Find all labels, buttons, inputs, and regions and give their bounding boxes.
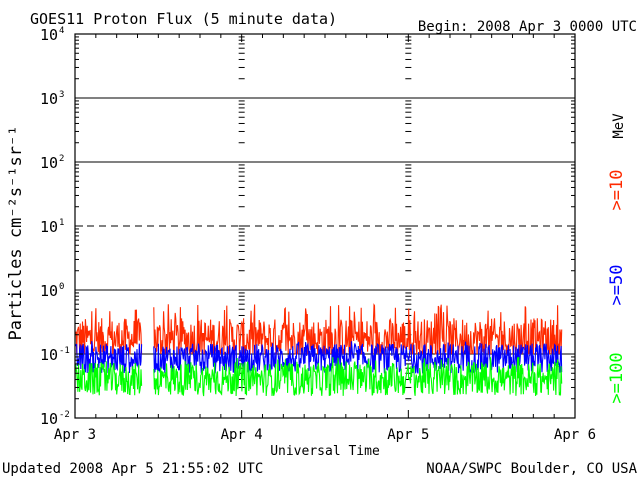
series-trace->=100 bbox=[74, 361, 143, 396]
x-tick-label: Apr 5 bbox=[387, 427, 429, 443]
y-axis-label: Particles cm⁻²s⁻¹sr⁻¹ bbox=[6, 126, 26, 341]
data-source-label: NOAA/SWPC Boulder, CO USA bbox=[426, 461, 637, 477]
x-tick-label: Apr 4 bbox=[221, 427, 263, 443]
y-tick-label: 10 bbox=[40, 154, 58, 172]
y-tick-exponent: 4 bbox=[59, 26, 64, 36]
y-tick-exponent: -1 bbox=[59, 346, 70, 356]
series-trace->=10 bbox=[74, 308, 143, 355]
updated-timestamp: Updated 2008 Apr 5 21:55:02 UTC bbox=[2, 461, 263, 477]
chart-title: GOES11 Proton Flux (5 minute data) bbox=[30, 10, 337, 28]
unit-label: MeV bbox=[611, 113, 627, 139]
y-tick-exponent: -2 bbox=[59, 410, 70, 420]
y-tick-exponent: 3 bbox=[59, 90, 64, 100]
x-tick-label: Apr 3 bbox=[54, 427, 96, 443]
legend-series-100mev: >=100 bbox=[607, 352, 627, 403]
x-tick-label: Apr 6 bbox=[554, 427, 596, 443]
legend-series-10mev: >=10 bbox=[607, 170, 627, 211]
x-axis-label: Universal Time bbox=[270, 444, 380, 459]
y-tick-exponent: 0 bbox=[59, 282, 64, 292]
y-tick-label: 10 bbox=[40, 282, 58, 300]
y-tick-exponent: 2 bbox=[59, 154, 64, 164]
y-tick-exponent: 1 bbox=[59, 218, 64, 228]
y-tick-label: 10 bbox=[40, 410, 58, 428]
y-tick-label: 10 bbox=[40, 90, 58, 108]
y-tick-label: 10 bbox=[40, 26, 58, 44]
series-trace->=100 bbox=[153, 356, 563, 397]
begin-time-label: Begin: 2008 Apr 3 0000 UTC bbox=[418, 19, 637, 35]
series-trace->=50 bbox=[74, 341, 143, 374]
y-tick-label: 10 bbox=[40, 346, 58, 364]
legend-series-50mev: >=50 bbox=[607, 265, 627, 306]
y-tick-label: 10 bbox=[40, 218, 58, 236]
